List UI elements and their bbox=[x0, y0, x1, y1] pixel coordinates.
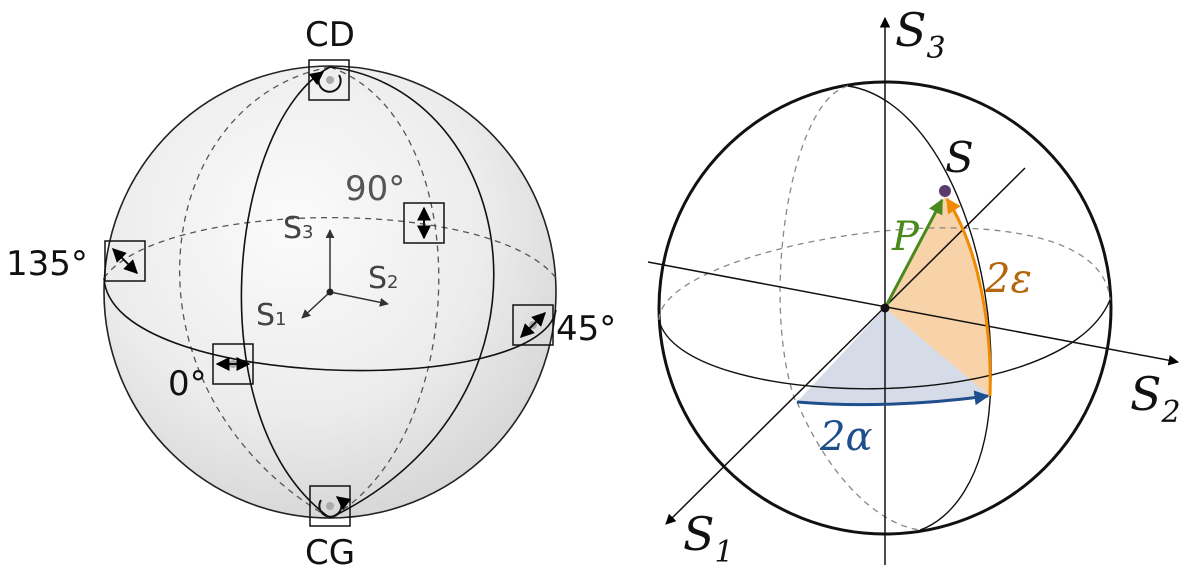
label-vector-p: P bbox=[891, 214, 920, 260]
epsilon-sector bbox=[885, 196, 991, 396]
polarization-box-cg bbox=[309, 485, 352, 527]
polarization-box-cd bbox=[308, 59, 350, 101]
left-s2-label: S2 bbox=[368, 261, 399, 296]
left-meridian-back-b bbox=[179, 66, 331, 519]
left-inner-axes bbox=[301, 229, 389, 319]
right-equator-back bbox=[658, 227, 1111, 321]
label-cg: CG bbox=[305, 533, 355, 570]
axis-s2 bbox=[647, 261, 1180, 366]
label-45-deg: 45° bbox=[556, 309, 616, 349]
left-meridian-front-a bbox=[240, 66, 331, 519]
right-equator-front bbox=[658, 299, 1111, 390]
label-s3: S3 bbox=[895, 3, 946, 66]
axis-s1 bbox=[665, 167, 1026, 525]
point-s bbox=[939, 185, 951, 197]
epsilon-arc bbox=[945, 197, 992, 397]
label-2-epsilon: 2ε bbox=[984, 256, 1032, 302]
polarization-box-135 bbox=[104, 240, 146, 282]
right-meridian-back-a bbox=[779, 85, 849, 401]
label-90-deg: 90° bbox=[345, 169, 405, 209]
label-point-s: S bbox=[945, 133, 974, 182]
origin-point bbox=[880, 303, 890, 313]
right-meridian-front bbox=[847, 85, 992, 531]
left-meridian-back-a bbox=[329, 66, 440, 519]
polarization-box-0 bbox=[212, 343, 254, 385]
left-sphere: S3 S2 S1 bbox=[6, 15, 616, 570]
label-2-alpha: 2α bbox=[819, 414, 872, 460]
label-s1: S1 bbox=[683, 507, 734, 570]
left-meridian-front-b bbox=[329, 66, 495, 519]
right-sphere: S3 S2 S1 S P 2ε 2α bbox=[647, 3, 1181, 570]
left-equator-back bbox=[103, 216, 557, 279]
label-cd: CD bbox=[305, 15, 355, 55]
alpha-sector bbox=[797, 308, 990, 405]
right-meridian-back-b bbox=[796, 401, 921, 531]
left-s1-label: S1 bbox=[256, 298, 287, 333]
label-0-deg: 0° bbox=[168, 364, 207, 404]
label-s2: S2 bbox=[1130, 367, 1181, 430]
polarization-box-45 bbox=[512, 304, 554, 346]
left-equator-front bbox=[103, 277, 557, 372]
alpha-arc bbox=[796, 390, 990, 407]
polarization-box-90 bbox=[403, 202, 445, 244]
left-s3-label: S3 bbox=[283, 211, 314, 246]
label-135-deg: 135° bbox=[6, 244, 88, 284]
vector-p bbox=[883, 198, 944, 309]
